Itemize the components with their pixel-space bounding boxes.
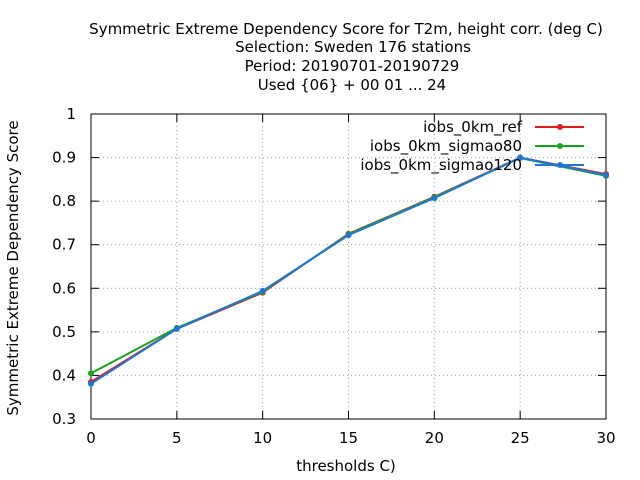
y-tick-label: 0.8 [52,192,76,210]
data-point [517,154,524,161]
title-line-3: Period: 20190701-20190729 [245,57,460,75]
legend-label: iobs_0km_ref [423,118,523,137]
legend-swatch-marker [557,124,563,130]
x-tick-label: 15 [339,429,358,447]
y-tick-label: 0.4 [52,366,76,384]
legend-swatch-marker [557,162,563,168]
y-tick-label: 0.6 [52,279,76,297]
data-point [431,195,438,202]
x-tick-label: 5 [172,429,182,447]
y-tick-label: 0.9 [52,149,76,167]
x-tick-label: 25 [511,429,530,447]
x-tick-label: 20 [425,429,444,447]
data-point [603,172,609,178]
grid [91,114,606,419]
x-tick-label: 0 [86,429,96,447]
y-tick-label: 1 [66,105,76,123]
series-group [88,154,609,387]
data-point [259,287,266,294]
y-tick-label: 0.7 [52,236,76,254]
title-line-1: Symmetric Extreme Dependency Score for T… [89,20,603,38]
legend: iobs_0km_refiobs_0km_sigmao80iobs_0km_si… [360,118,584,175]
y-axis-label: Symmetric Extreme Dependency Score [4,120,22,415]
data-point [173,325,180,332]
legend-label: iobs_0km_sigmao80 [370,137,522,156]
axis-ticks: 0 5 10 15 20 25 30 0.3 0.4 0.5 0.6 0.7 0.8 0.9 1 [52,105,615,447]
y-tick-label: 0.5 [52,323,76,341]
x-axis-label: thresholds C) [296,457,396,475]
legend-swatch-marker [557,143,563,149]
chart-title: Symmetric Extreme Dependency Score for T… [89,20,603,94]
title-line-2: Selection: Sweden 176 stations [235,38,471,56]
series-line [90,156,607,383]
data-point [345,232,352,239]
title-line-4: Used {06} + 00 01 ... 24 [258,76,446,94]
data-point [88,370,94,377]
y-tick-label: 0.3 [52,410,76,428]
x-tick-label: 30 [596,429,615,447]
data-point [88,380,94,387]
series-iobs_0km_sigmao80 [88,155,609,377]
x-tick-label: 10 [253,429,272,447]
legend-label: iobs_0km_sigmao120 [360,156,522,175]
series-iobs_0km_sigmao120 [88,154,609,387]
